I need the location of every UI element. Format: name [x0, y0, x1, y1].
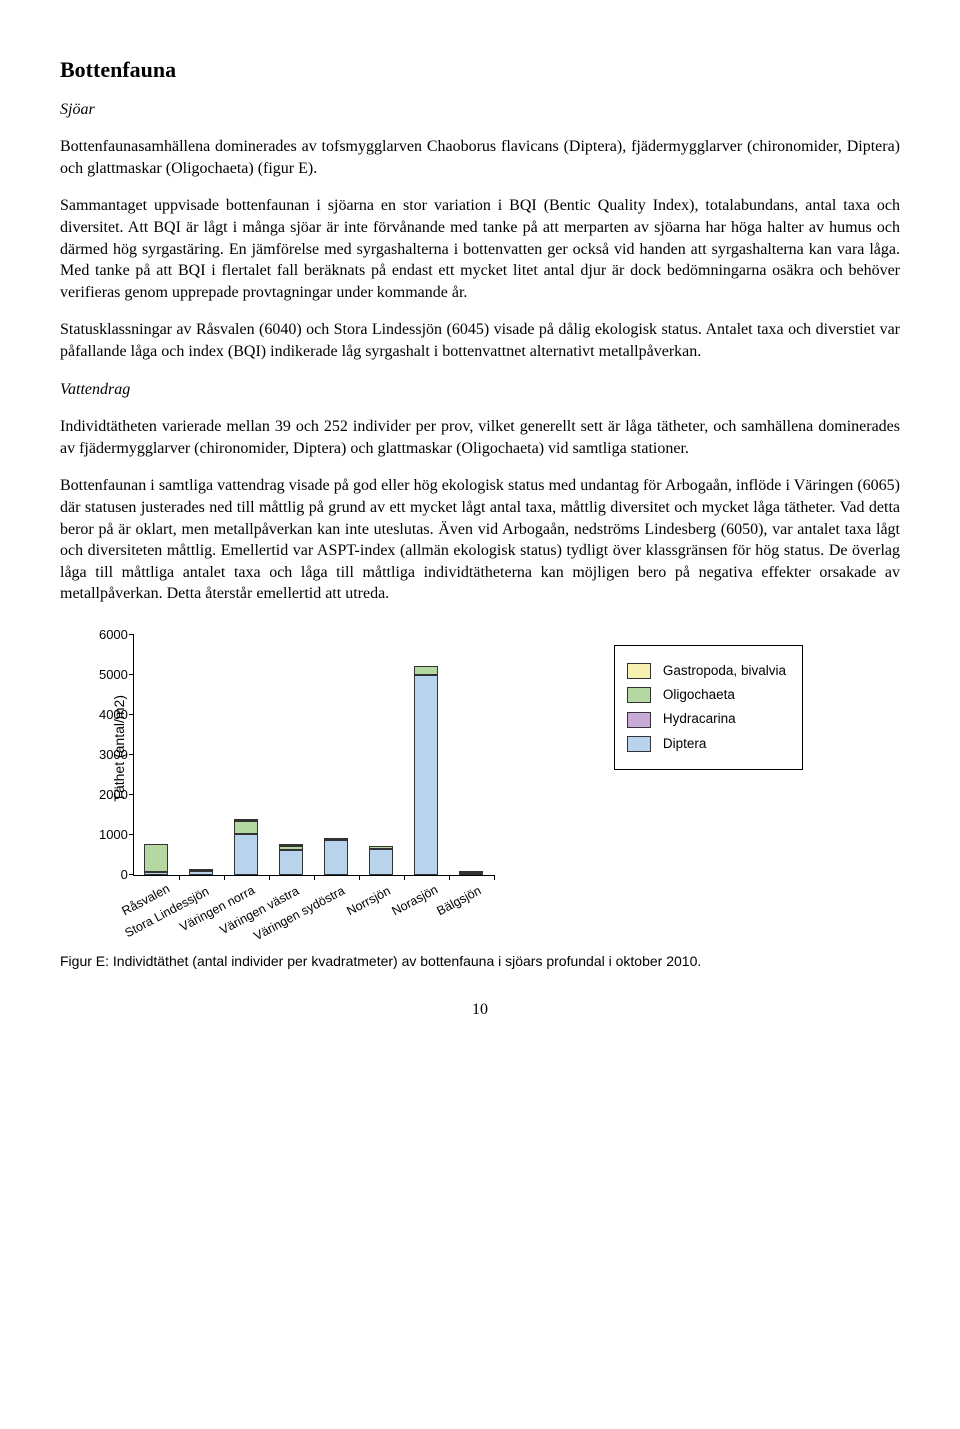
bar-segment — [414, 675, 438, 875]
x-tick-label: Norrsjön — [344, 882, 394, 919]
paragraph-4: Individtätheten varierade mellan 39 och … — [60, 416, 900, 459]
y-tick-label: 3000 — [99, 746, 134, 764]
plot-area: 0100020003000400050006000 — [133, 635, 494, 876]
bar-segment — [144, 844, 168, 872]
paragraph-5: Bottenfaunan i samtliga vattendrag visad… — [60, 475, 900, 605]
legend-label: Hydracarina — [663, 710, 736, 728]
y-tick-mark — [129, 634, 134, 635]
x-tick-label: Norasjön — [389, 881, 441, 919]
page-title: Bottenfauna — [60, 55, 900, 85]
y-tick-mark — [129, 674, 134, 675]
bar-segment — [234, 821, 258, 835]
figure-caption: Figur E: Individtäthet (antal individer … — [60, 952, 900, 971]
y-tick-label: 4000 — [99, 706, 134, 724]
legend-label: Diptera — [663, 735, 707, 753]
y-tick-mark — [129, 834, 134, 835]
legend-swatch — [627, 712, 651, 728]
bar-segment — [189, 871, 213, 875]
y-tick-label: 1000 — [99, 826, 134, 844]
page-number: 10 — [60, 999, 900, 1021]
y-tick-label: 5000 — [99, 666, 134, 684]
x-tick-label: Bälgsjön — [434, 882, 484, 919]
paragraph-3: Statusklassningar av Råsvalen (6040) och… — [60, 319, 900, 362]
paragraph-2: Sammantaget uppvisade bottenfaunan i sjö… — [60, 195, 900, 303]
bar-segment — [234, 834, 258, 875]
bar-segment — [369, 849, 393, 875]
legend-label: Gastropoda, bivalvia — [663, 662, 786, 680]
y-tick-label: 0 — [121, 866, 134, 884]
bar-segment — [279, 850, 303, 875]
y-tick-mark — [129, 874, 134, 875]
paragraph-1: Bottenfaunasamhällena dominerades av tof… — [60, 136, 900, 179]
bar-segment — [369, 846, 393, 849]
x-tick-mark — [494, 875, 495, 880]
bar-segment — [459, 871, 483, 873]
legend-item: Oligochaeta — [627, 686, 786, 704]
bar-segment — [414, 666, 438, 675]
legend-item: Hydracarina — [627, 710, 786, 728]
bar-segment — [279, 846, 303, 850]
y-tick-label: 2000 — [99, 786, 134, 804]
bar-segment — [324, 840, 348, 875]
legend-swatch — [627, 687, 651, 703]
section-heading-sjoar: Sjöar — [60, 99, 900, 121]
bar-segment — [234, 819, 258, 821]
y-tick-label: 6000 — [99, 626, 134, 644]
bar-segment — [324, 838, 348, 840]
bar-segment — [459, 873, 483, 875]
legend-item: Diptera — [627, 735, 786, 753]
chart-legend: Gastropoda, bivalvia Oligochaeta Hydracari… — [614, 645, 803, 770]
bar-segment — [279, 844, 303, 846]
bar-segment — [144, 872, 168, 875]
legend-item: Gastropoda, bivalvia — [627, 662, 786, 680]
y-tick-mark — [129, 714, 134, 715]
legend-swatch — [627, 736, 651, 752]
density-chart: Täthet (antal/m2) 0100020003000400050006… — [60, 635, 900, 946]
legend-swatch — [627, 663, 651, 679]
section-heading-vattendrag: Vattendrag — [60, 379, 900, 401]
y-tick-mark — [129, 794, 134, 795]
bar-segment — [189, 869, 213, 871]
x-axis-labels: RåsvalenStora LindessjönVäringen norraVä… — [133, 876, 493, 946]
legend-label: Oligochaeta — [663, 686, 735, 704]
y-tick-mark — [129, 754, 134, 755]
